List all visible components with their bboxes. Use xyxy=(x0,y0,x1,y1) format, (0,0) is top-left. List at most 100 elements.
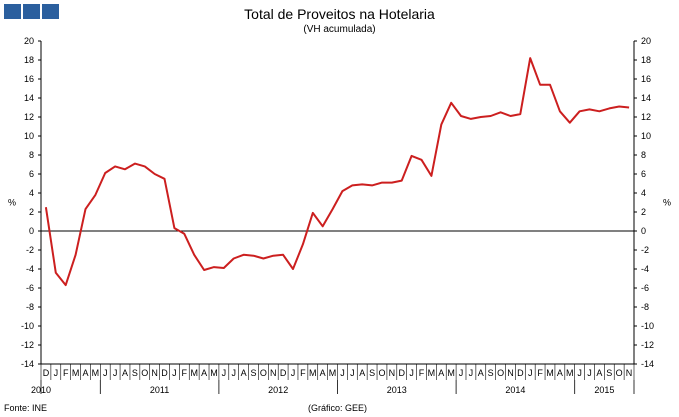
x-year-label: 2015 xyxy=(594,385,614,395)
y-tick-label-left: -10 xyxy=(21,321,34,331)
x-month-label: S xyxy=(250,368,256,378)
y-tick-label-left: 6 xyxy=(29,169,34,179)
y-tick-label-left: 8 xyxy=(29,150,34,160)
x-month-label: A xyxy=(359,368,365,378)
y-tick-label-left: 20 xyxy=(24,36,34,46)
y-tick-label-left: 2 xyxy=(29,207,34,217)
y-tick-label-left: 0 xyxy=(29,226,34,236)
x-month-label: M xyxy=(428,368,436,378)
x-month-label: A xyxy=(478,368,484,378)
y-axis-label-left: % xyxy=(8,198,16,208)
x-month-label: S xyxy=(606,368,612,378)
x-year-label: 2011 xyxy=(150,385,169,395)
x-month-label: M xyxy=(566,368,574,378)
y-tick-label-left: 16 xyxy=(24,74,34,84)
x-month-label: D xyxy=(43,368,50,378)
x-month-label: J xyxy=(54,368,59,378)
x-month-label: A xyxy=(320,368,326,378)
x-month-label: M xyxy=(210,368,218,378)
x-month-label: J xyxy=(587,368,592,378)
x-month-label: J xyxy=(409,368,414,378)
x-month-label: M xyxy=(329,368,337,378)
x-month-label: A xyxy=(596,368,602,378)
x-month-label: F xyxy=(182,368,188,378)
x-month-label: J xyxy=(103,368,108,378)
y-tick-label-right: -4 xyxy=(641,264,649,274)
x-year-label: 2010 xyxy=(31,385,51,395)
x-month-label: S xyxy=(132,368,138,378)
y-tick-label-right: -10 xyxy=(641,321,654,331)
y-tick-label-right: 4 xyxy=(641,188,646,198)
y-tick-label-right: 2 xyxy=(641,207,646,217)
x-month-label: M xyxy=(190,368,198,378)
x-month-label: O xyxy=(497,368,504,378)
source-note: Fonte: INE xyxy=(4,403,48,413)
y-tick-label-left: -14 xyxy=(21,359,34,369)
x-month-label: J xyxy=(577,368,582,378)
y-tick-label-right: 16 xyxy=(641,74,651,84)
x-month-label: F xyxy=(537,368,543,378)
y-tick-label-right: 8 xyxy=(641,150,646,160)
x-month-label: J xyxy=(113,368,118,378)
ine-logo xyxy=(4,4,59,19)
x-month-label: J xyxy=(291,368,296,378)
x-month-label: S xyxy=(369,368,375,378)
x-month-label: J xyxy=(172,368,177,378)
x-month-label: A xyxy=(438,368,444,378)
y-tick-label-right: 20 xyxy=(641,36,651,46)
x-month-label: J xyxy=(222,368,227,378)
x-month-label: O xyxy=(378,368,385,378)
y-tick-label-left: -12 xyxy=(21,340,34,350)
y-tick-label-right: 6 xyxy=(641,169,646,179)
y-tick-label-right: 18 xyxy=(641,55,651,65)
x-month-label: N xyxy=(151,368,158,378)
series-line xyxy=(44,57,630,287)
chart-title: Total de Proveitos na Hotelaria xyxy=(244,6,435,22)
y-tick-label-left: 18 xyxy=(24,55,34,65)
x-month-label: D xyxy=(161,368,168,378)
x-month-label: A xyxy=(201,368,207,378)
y-axis-label-right: % xyxy=(663,198,671,208)
x-month-label: D xyxy=(517,368,524,378)
x-month-label: M xyxy=(92,368,100,378)
y-tick-label-right: -8 xyxy=(641,302,649,312)
x-year-label: 2012 xyxy=(268,385,288,395)
y-tick-label-right: 10 xyxy=(641,131,651,141)
x-month-label: S xyxy=(488,368,494,378)
x-month-label: N xyxy=(389,368,396,378)
logo-block xyxy=(4,4,21,19)
logo-block xyxy=(42,4,59,19)
x-month-label: A xyxy=(122,368,128,378)
x-month-label: J xyxy=(459,368,464,378)
x-month-label: O xyxy=(616,368,623,378)
x-month-label: J xyxy=(528,368,533,378)
y-tick-label-left: 14 xyxy=(24,93,34,103)
x-year-label: 2013 xyxy=(387,385,407,395)
x-month-label: F xyxy=(300,368,306,378)
y-tick-label-right: -6 xyxy=(641,283,649,293)
x-month-label: O xyxy=(260,368,267,378)
logo-block xyxy=(23,4,40,19)
y-tick-label-left: -8 xyxy=(26,302,34,312)
y-tick-label-right: -2 xyxy=(641,245,649,255)
x-month-label: J xyxy=(340,368,345,378)
x-month-label: M xyxy=(546,368,554,378)
x-month-label: N xyxy=(270,368,277,378)
x-month-label: O xyxy=(141,368,148,378)
x-month-label: D xyxy=(280,368,287,378)
y-tick-label-right: -12 xyxy=(641,340,654,350)
x-month-label: A xyxy=(82,368,88,378)
x-month-label: J xyxy=(469,368,474,378)
y-tick-label-right: 0 xyxy=(641,226,646,236)
x-month-label: M xyxy=(72,368,80,378)
y-tick-label-left: -2 xyxy=(26,245,34,255)
x-month-label: M xyxy=(309,368,317,378)
y-tick-label-left: 10 xyxy=(24,131,34,141)
x-month-label: N xyxy=(507,368,514,378)
y-tick-label-right: -14 xyxy=(641,359,654,369)
x-month-label: D xyxy=(398,368,405,378)
x-month-label: M xyxy=(447,368,455,378)
y-tick-label-right: 12 xyxy=(641,112,651,122)
x-month-label: A xyxy=(557,368,563,378)
